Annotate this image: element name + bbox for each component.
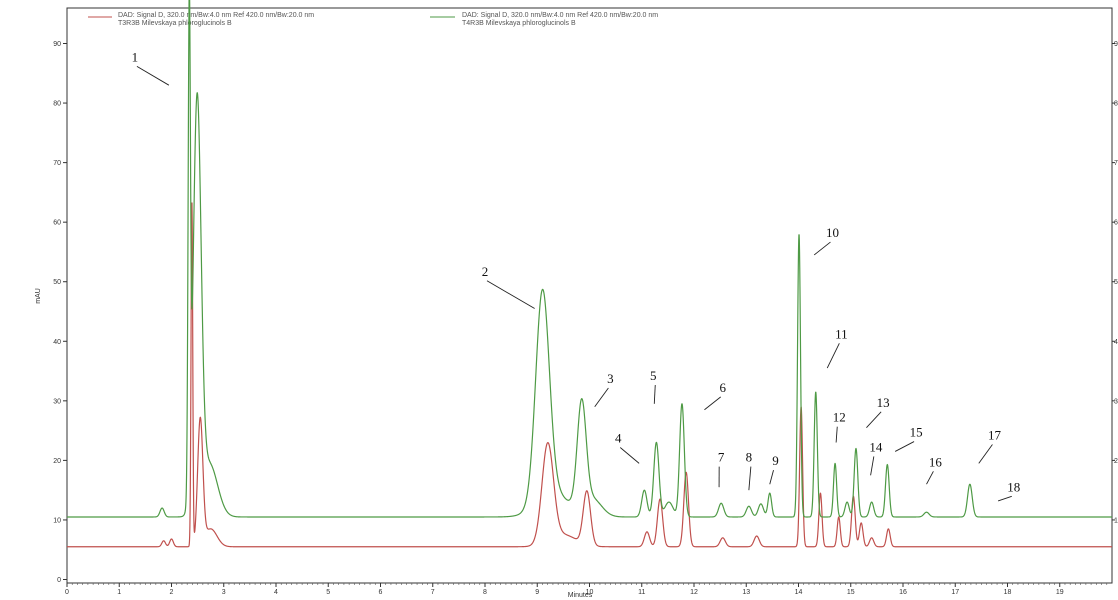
- y-right-tick-label: 70: [1114, 160, 1118, 167]
- y-tick-label: 20: [53, 458, 61, 465]
- peak-label-7: 7: [718, 450, 725, 465]
- x-tick-label: 0: [65, 589, 69, 596]
- x-tick-label: 9: [535, 589, 539, 596]
- peak-leader-9: [769, 470, 774, 485]
- y-right-tick-label: 20: [1114, 458, 1118, 465]
- x-tick-label: 5: [326, 589, 330, 596]
- peak-label-14: 14: [869, 439, 883, 454]
- peak-label-13: 13: [877, 395, 890, 410]
- peak-leader-8: [748, 466, 752, 491]
- peak-leader-11: [826, 343, 840, 369]
- y-right-tick-label: 10: [1114, 517, 1118, 524]
- peak-leader-10: [813, 241, 831, 256]
- y-tick-label: 10: [53, 517, 61, 524]
- peak-label-8: 8: [746, 450, 753, 465]
- peak-label-3: 3: [607, 371, 614, 386]
- peak-leader-16: [926, 471, 934, 485]
- peak-leader-4: [619, 447, 640, 464]
- peak-label-18: 18: [1007, 479, 1020, 494]
- x-tick-label: 15: [847, 589, 855, 596]
- axis-ticks: 0 1 2 3 4 5 6 7 8 9 10 11 12 13 14 15 16 17 18 190102030405…: [53, 41, 1118, 596]
- y-right-tick-label: 50: [1114, 279, 1118, 286]
- legend: DAD: Signal D, 320.0 nm/Bw:4.0 nm Ref 42…: [88, 12, 658, 27]
- peak-label-2: 2: [482, 264, 489, 279]
- peak-label-6: 6: [719, 380, 726, 395]
- y-tick-label: 50: [53, 279, 61, 286]
- y-right-tick-label: 80: [1114, 101, 1118, 108]
- y-tick-label: 40: [53, 339, 61, 346]
- peak-leader-17: [978, 444, 993, 464]
- peak-label-10: 10: [826, 225, 839, 240]
- legend-green-line1: DAD: Signal D, 320.0 nm/Bw:4.0 nm Ref 42…: [462, 12, 658, 19]
- peak-label-11: 11: [835, 326, 848, 341]
- x-tick-label: 1: [117, 589, 121, 596]
- x-tick-label: 12: [690, 589, 698, 596]
- y-right-tick-label: 40: [1114, 339, 1118, 346]
- x-tick-label: 18: [1004, 589, 1012, 596]
- x-tick-label: 13: [742, 589, 750, 596]
- x-tick-label: 7: [431, 589, 435, 596]
- peak-leader-15: [894, 441, 915, 452]
- peak-leader-3: [594, 387, 609, 408]
- x-tick-label: 3: [222, 589, 226, 596]
- peak-leader-5: [653, 384, 656, 404]
- x-tick-label: 4: [274, 589, 278, 596]
- legend-red-line1: DAD: Signal D, 320.0 nm/Bw:4.0 nm Ref 42…: [118, 12, 314, 19]
- y-right-tick-label: 90: [1114, 41, 1118, 48]
- peak-label-12: 12: [833, 410, 846, 425]
- series-trace: [66, 202, 1113, 548]
- peak-leader-12: [835, 426, 838, 443]
- x-tick-label: 11: [638, 589, 645, 596]
- x-tick-label: 19: [1056, 589, 1064, 596]
- series-trace: [66, 0, 1113, 518]
- peak-label-5: 5: [650, 368, 657, 383]
- peak-label-16: 16: [929, 454, 943, 469]
- traces: [66, 0, 1113, 548]
- peak-leader-6: [704, 396, 722, 411]
- peak-label-1: 1: [132, 49, 139, 64]
- x-tick-label: 10: [586, 589, 594, 596]
- x-tick-label: 2: [170, 589, 174, 596]
- y-tick-label: 70: [53, 160, 61, 167]
- peak-leader-18: [997, 495, 1012, 502]
- peak-leader-14: [870, 456, 875, 476]
- y-axis-title: mAU: [35, 288, 42, 304]
- peak-label-15: 15: [910, 425, 923, 440]
- peak-label-4: 4: [615, 431, 622, 446]
- x-tick-label: 16: [899, 589, 907, 596]
- peak-leader-2: [486, 280, 535, 309]
- y-tick-label: 80: [53, 101, 61, 108]
- peak-leader-13: [866, 411, 882, 428]
- x-tick-label: 17: [951, 589, 959, 596]
- y-tick-label: 0: [57, 577, 61, 584]
- x-tick-label: 6: [379, 589, 383, 596]
- x-tick-label: 14: [795, 589, 803, 596]
- y-tick-label: 90: [53, 41, 61, 48]
- legend-green-line2: T4R3B Milevskaya phloroglucinols B: [462, 20, 576, 27]
- peak-label-9: 9: [772, 453, 779, 468]
- legend-red-line2: T3R3B Milevskaya phloroglucinols B: [118, 20, 232, 27]
- y-right-tick-label: 30: [1114, 398, 1118, 405]
- plot-frame: [66, 7, 1113, 584]
- y-tick-label: 30: [53, 398, 61, 405]
- x-tick-label: 8: [483, 589, 487, 596]
- peak-leader-1: [136, 65, 170, 86]
- x-axis-title: Minutes: [568, 592, 593, 599]
- peak-label-17: 17: [988, 428, 1002, 443]
- y-tick-label: 60: [53, 220, 61, 227]
- y-right-tick-label: 60: [1114, 220, 1118, 227]
